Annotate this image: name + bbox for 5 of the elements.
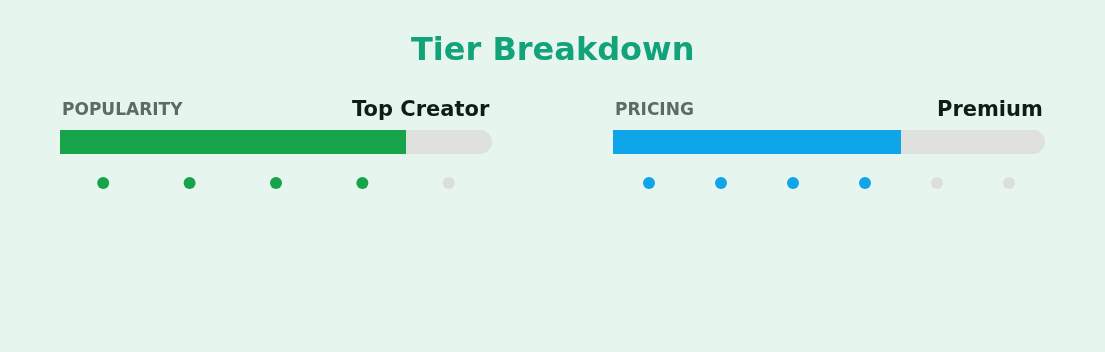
chart-title: POPULARITY [62,99,184,119]
text: Tier Breakdown [411,30,695,68]
text: Top Creator [352,97,490,121]
text: Premium [937,97,1043,121]
chart-title: PRICING [615,99,694,119]
